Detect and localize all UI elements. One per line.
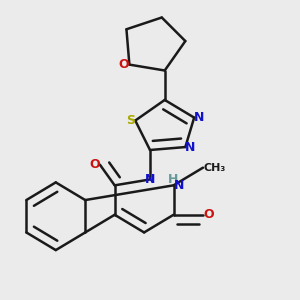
- Text: CH₃: CH₃: [203, 163, 225, 173]
- Text: H: H: [168, 173, 178, 186]
- Text: O: O: [203, 208, 214, 221]
- Text: O: O: [119, 58, 129, 71]
- Text: N: N: [174, 179, 184, 192]
- Text: N: N: [185, 141, 196, 154]
- Text: N: N: [194, 111, 205, 124]
- Text: O: O: [89, 158, 100, 171]
- Text: N: N: [145, 173, 155, 186]
- Text: S: S: [126, 114, 135, 127]
